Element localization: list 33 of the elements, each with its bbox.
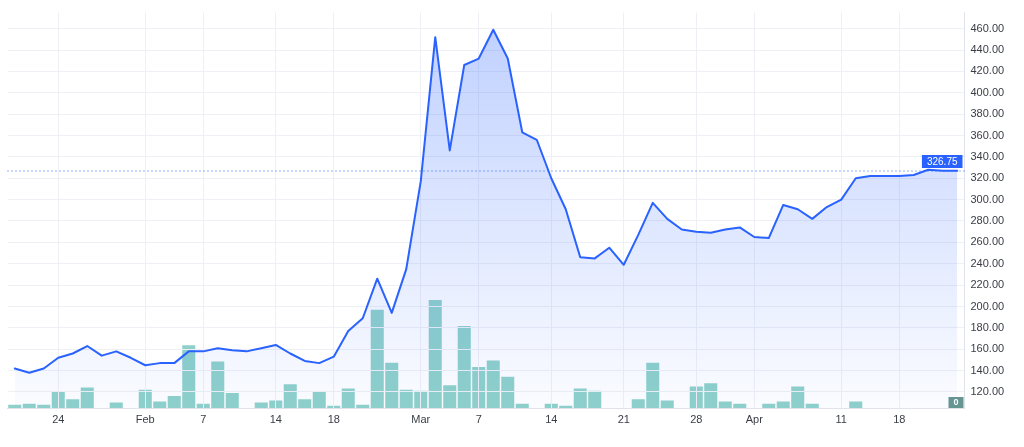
x-tick-label: 14 — [269, 412, 282, 425]
y-tick-label: 240.00 — [970, 256, 1005, 269]
y-tick-label: 380.00 — [970, 107, 1005, 120]
y-tick-label: 300.00 — [970, 192, 1005, 205]
x-tick-label: 7 — [475, 412, 482, 425]
x-tick-label: 11 — [835, 412, 847, 425]
x-tick-label: Feb — [135, 412, 155, 425]
ref-line-label: 326.75 — [926, 155, 958, 167]
y-tick-label: 400.00 — [970, 85, 1005, 98]
y-tick-label: 200.00 — [970, 299, 1005, 312]
x-tick-label: 18 — [327, 412, 340, 425]
y-tick-label: 320.00 — [970, 171, 1005, 184]
y-tick-label: 360.00 — [970, 128, 1005, 141]
y-tick-label: 120.00 — [970, 385, 1005, 397]
y-tick-label: 280.00 — [970, 214, 1005, 227]
x-tick-label: 18 — [893, 412, 906, 425]
y-tick-label: 220.00 — [970, 278, 1005, 291]
y-tick-label: 440.00 — [970, 43, 1005, 56]
x-tick-label: 28 — [690, 412, 703, 425]
y-tick-label: 340.00 — [970, 149, 1005, 162]
x-tick-label: Mar — [411, 412, 431, 425]
x-tick-label: 21 — [617, 412, 630, 425]
x-tick-label: Apr — [745, 412, 764, 425]
y-tick-label: 260.00 — [970, 235, 1005, 248]
y-tick-label: 140.00 — [970, 363, 1005, 376]
y-tick-label: 420.00 — [970, 64, 1005, 77]
y-tick-label: 160.00 — [970, 342, 1005, 355]
y-tick-label: 460.00 — [970, 21, 1005, 34]
x-tick-label: 14 — [545, 412, 558, 425]
annotation: 0 — [953, 397, 959, 408]
x-tick-label: 24 — [52, 412, 65, 425]
x-tick-label: 7 — [200, 412, 207, 425]
y-tick-label: 180.00 — [970, 320, 1005, 333]
